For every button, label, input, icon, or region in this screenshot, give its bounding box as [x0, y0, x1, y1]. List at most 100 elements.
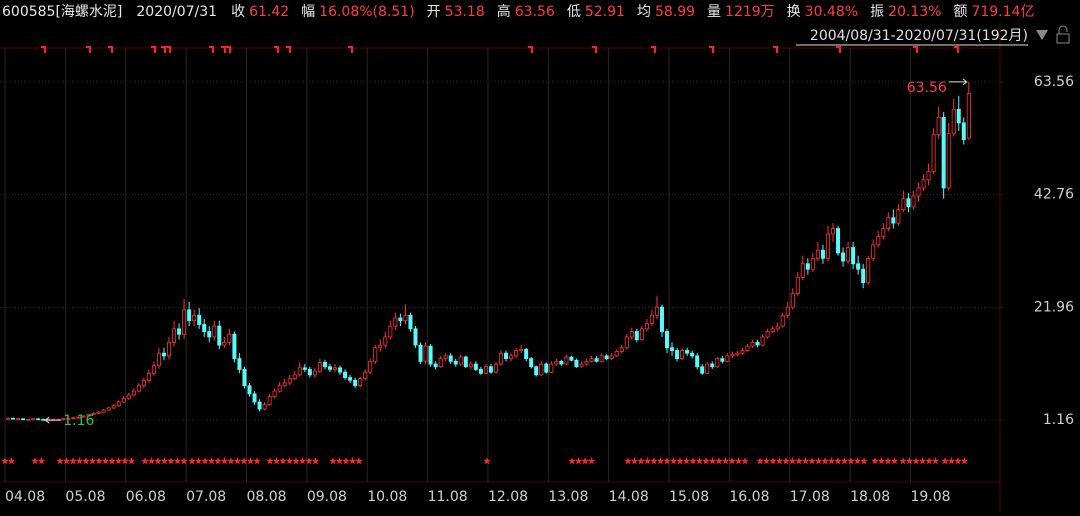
candle-body — [896, 209, 901, 224]
event-star — [581, 457, 589, 465]
candle-body — [16, 418, 21, 421]
candle-body — [750, 341, 755, 347]
candle-body — [866, 257, 871, 284]
candle-body — [815, 249, 820, 259]
candle-body — [177, 328, 182, 335]
candle-body — [941, 117, 946, 189]
date-range[interactable]: 2004/08/31-2020/07/31(192月) — [810, 28, 1028, 44]
event-star — [285, 457, 294, 465]
candle-body — [327, 366, 332, 370]
event-star — [637, 457, 645, 465]
candle-body — [287, 378, 292, 384]
event-star — [75, 457, 84, 465]
event-star — [960, 457, 969, 465]
event-star — [847, 457, 855, 465]
x-tick-label: 13.08 — [548, 489, 588, 505]
candle-body — [539, 363, 544, 376]
candle-body — [373, 347, 378, 362]
event-star — [483, 457, 491, 465]
candle-body — [383, 336, 388, 346]
candle-body — [529, 358, 534, 368]
x-tick-label: 14.08 — [609, 489, 649, 505]
candle-body — [725, 355, 730, 362]
candle-body — [493, 363, 498, 373]
y-tick-label: 21.96 — [1034, 299, 1074, 315]
event-star — [788, 457, 797, 465]
min-label: 1.16 — [63, 413, 94, 429]
candle-body — [956, 108, 961, 124]
event-flag — [161, 46, 166, 53]
event-star — [207, 457, 216, 465]
quote-label: 均 — [637, 4, 651, 20]
dropdown-icon[interactable] — [1036, 30, 1048, 40]
candle-body — [187, 309, 192, 322]
candle-body — [579, 363, 584, 368]
event-star — [180, 457, 188, 465]
event-star — [141, 457, 149, 465]
quote-label: 高 — [497, 3, 511, 20]
event-star — [335, 457, 344, 465]
candle-body — [594, 358, 599, 362]
quote-label: 振 — [870, 4, 884, 20]
event-star — [853, 457, 862, 465]
candle-body — [31, 418, 36, 421]
event-star — [884, 457, 892, 465]
candle-body — [86, 414, 91, 417]
candle-body — [509, 355, 514, 360]
candle-body — [765, 331, 770, 338]
candle-body — [805, 263, 810, 270]
quote-value: 16.08%(8.51) — [319, 4, 414, 20]
quote-value: 52.91 — [585, 4, 625, 20]
candle-body — [277, 385, 282, 392]
candle-body — [393, 317, 398, 327]
event-star — [715, 457, 723, 465]
candle-body — [217, 325, 222, 346]
candle-body — [167, 341, 172, 357]
event-star — [95, 457, 103, 465]
event-star — [62, 457, 71, 465]
x-tick-label: 09.08 — [307, 489, 347, 505]
quote-date: 2020/07/31 — [136, 4, 217, 20]
candle-body — [599, 355, 604, 362]
candle-body — [227, 333, 232, 343]
candle-body — [207, 331, 212, 338]
candle-body — [720, 358, 725, 362]
candle-body — [740, 350, 745, 354]
candle-body — [670, 347, 675, 351]
candle-body — [172, 328, 177, 343]
event-star — [624, 457, 632, 465]
candle-body — [856, 263, 861, 270]
event-star — [656, 457, 665, 465]
x-tick-label: 18.08 — [850, 489, 890, 505]
event-flag — [651, 46, 656, 53]
candle-body — [654, 306, 659, 316]
event-star — [669, 457, 678, 465]
min-arrow — [44, 416, 62, 424]
event-star — [840, 457, 849, 465]
candle-body — [448, 355, 453, 362]
candle-body — [423, 345, 428, 362]
candle-body — [212, 325, 217, 338]
candle-body — [297, 367, 302, 376]
candle-body — [458, 356, 463, 365]
lock-icon[interactable] — [1056, 25, 1070, 44]
event-star — [721, 457, 730, 465]
event-flag — [41, 46, 46, 53]
candle-body — [800, 263, 805, 278]
candle-body — [333, 367, 338, 370]
candle-body — [810, 257, 815, 270]
candle-body — [936, 117, 941, 136]
candle-body — [820, 249, 825, 259]
event-star — [194, 457, 203, 465]
max-arrow — [948, 78, 968, 86]
event-flag — [151, 46, 156, 53]
event-star — [808, 457, 816, 465]
candle-body — [136, 385, 141, 392]
candle-body — [443, 355, 448, 360]
candle-body — [604, 355, 609, 360]
event-flag — [709, 46, 714, 53]
candle-body — [624, 336, 629, 349]
x-tick-label: 17.08 — [790, 489, 830, 505]
